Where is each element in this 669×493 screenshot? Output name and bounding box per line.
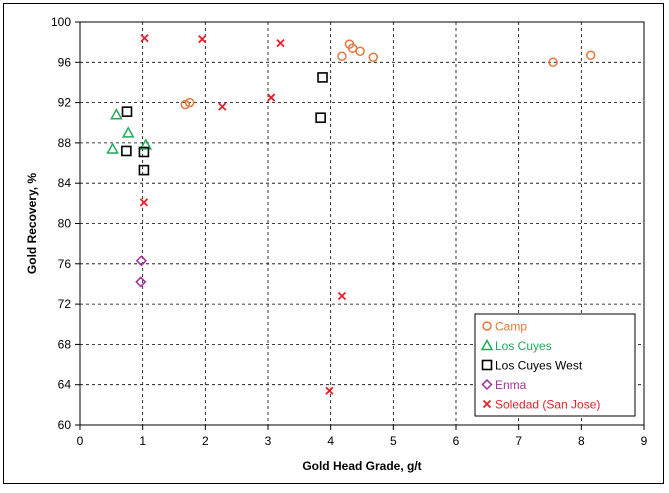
data-point xyxy=(585,50,596,60)
x-tick-label: 9 xyxy=(641,434,648,448)
y-tick-label: 96 xyxy=(58,55,72,69)
legend-marker xyxy=(482,399,492,409)
x-axis-ticks: 0 1 2 3 4 5 6 7 8 9 xyxy=(77,425,648,448)
data-point xyxy=(138,164,150,176)
scatter-chart: 0 1 2 3 4 5 6 7 8 9 60 64 68 72 76 80 84 88 92 96 100 Gold … xyxy=(25,15,648,473)
data-point xyxy=(368,52,379,63)
data-point xyxy=(548,57,558,68)
legend-label: Enma xyxy=(495,378,527,392)
y-tick-label: 100 xyxy=(51,15,71,29)
legend-marker xyxy=(480,338,494,351)
data-point xyxy=(337,291,347,301)
x-tick-label: 2 xyxy=(202,434,209,448)
data-point xyxy=(184,97,195,108)
y-tick-label: 68 xyxy=(58,337,72,351)
x-tick-label: 4 xyxy=(327,434,334,448)
x-tick-label: 0 xyxy=(77,434,84,448)
data-point xyxy=(337,51,347,62)
legend-item: Los Cuyes West xyxy=(481,359,583,373)
data-point xyxy=(139,198,149,207)
legend-label: Soledad (San Jose) xyxy=(495,398,600,412)
data-point xyxy=(180,99,191,110)
data-points xyxy=(106,33,596,395)
x-tick-label: 8 xyxy=(578,434,585,448)
data-point xyxy=(266,93,276,102)
y-tick-label: 80 xyxy=(58,217,72,231)
x-tick-label: 3 xyxy=(265,434,272,448)
y-tick-label: 88 xyxy=(58,136,72,150)
legend-label: Camp xyxy=(495,320,527,334)
data-point xyxy=(139,138,153,150)
legend-item: Los Cuyes xyxy=(480,338,552,353)
x-tick-label: 5 xyxy=(390,434,397,448)
data-point xyxy=(121,106,133,117)
y-axis-ticks: 60 64 68 72 76 80 84 88 92 96 100 xyxy=(51,15,80,432)
legend-box xyxy=(474,313,636,417)
data-point xyxy=(218,102,227,111)
series-camp xyxy=(180,39,596,110)
data-point xyxy=(325,386,334,395)
data-point xyxy=(106,142,119,154)
x-tick-label: 7 xyxy=(515,434,522,448)
x-axis-title: Gold Head Grade, g/t xyxy=(302,459,421,473)
series-soledad-san-jose xyxy=(139,33,347,395)
series-enma xyxy=(135,255,147,288)
y-tick-label: 72 xyxy=(58,297,72,311)
data-point xyxy=(110,108,123,120)
y-tick-label: 92 xyxy=(58,96,72,110)
data-point xyxy=(198,34,207,44)
data-point xyxy=(121,126,135,138)
legend-label: Los Cuyes xyxy=(495,339,552,353)
chart-frame: 0 1 2 3 4 5 6 7 8 9 60 64 68 72 76 80 84 88 92 96 100 Gold … xyxy=(3,3,664,484)
legend: Camp Los Cuyes Los Cuyes West Enma Soledad (… xyxy=(474,313,636,417)
data-point xyxy=(138,146,150,158)
legend-item: Camp xyxy=(482,320,527,334)
data-point xyxy=(135,255,147,267)
legend-item: Enma xyxy=(481,378,527,392)
y-tick-label: 60 xyxy=(58,418,72,432)
series-los-cuyes xyxy=(106,108,153,154)
series-los-cuyes-west xyxy=(121,72,328,176)
data-point xyxy=(317,72,328,83)
data-point xyxy=(276,39,285,48)
data-point xyxy=(315,112,326,124)
x-tick-label: 1 xyxy=(139,434,146,448)
legend-label: Los Cuyes West xyxy=(495,359,583,373)
data-point xyxy=(355,46,365,56)
y-tick-label: 64 xyxy=(58,378,72,392)
legend-marker xyxy=(481,359,493,371)
data-point xyxy=(121,145,132,157)
legend-item: Soledad (San Jose) xyxy=(482,398,600,412)
x-tick-label: 6 xyxy=(453,434,460,448)
data-point xyxy=(140,33,149,43)
y-tick-label: 76 xyxy=(58,257,72,271)
y-axis-title: Gold Recovery, % xyxy=(25,173,39,274)
data-point xyxy=(135,276,147,288)
y-tick-label: 84 xyxy=(58,176,72,190)
legend-marker xyxy=(482,321,492,331)
legend-marker xyxy=(481,378,493,391)
